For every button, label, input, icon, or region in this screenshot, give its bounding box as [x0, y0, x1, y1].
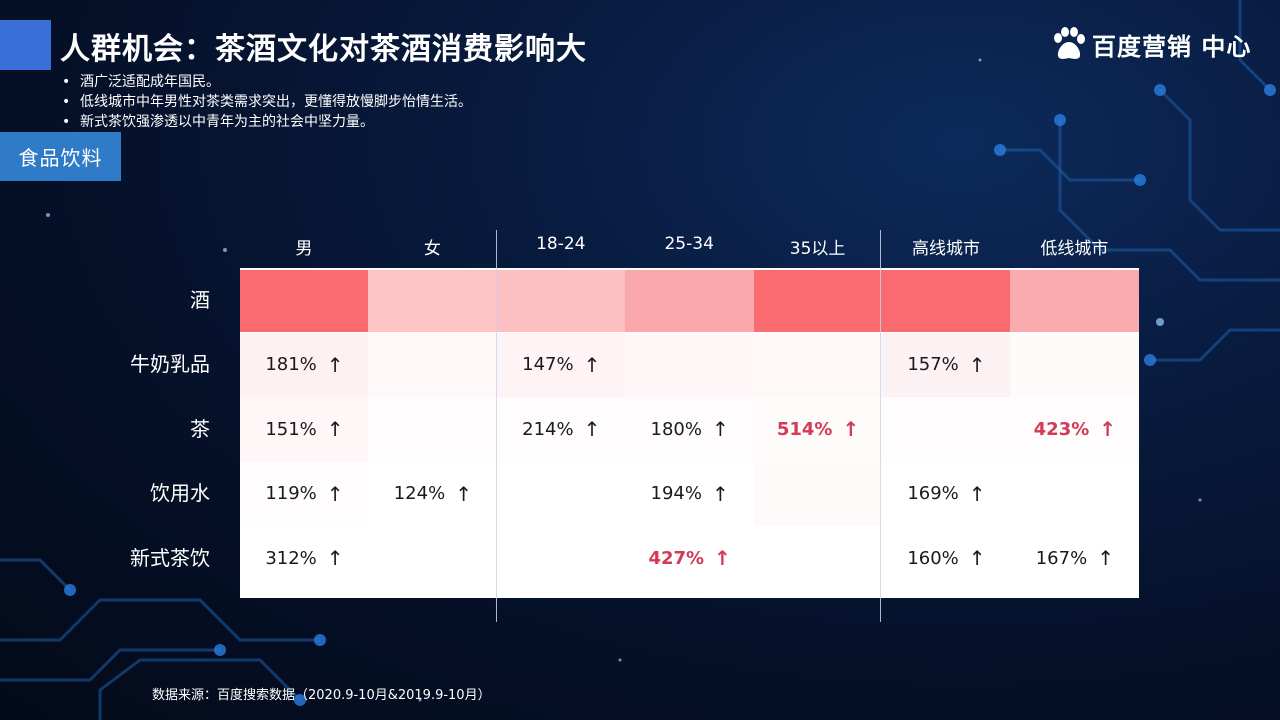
group-divider [496, 230, 497, 622]
cell-value: 157% [907, 354, 959, 376]
table-cell: 214% ↑ [496, 397, 626, 462]
up-arrow-icon: ↑ [714, 546, 731, 571]
up-arrow-icon: ↑ [711, 417, 729, 442]
cell-value: 167% [1035, 547, 1088, 569]
table-cell [368, 526, 498, 591]
cell-value: 160% [907, 547, 959, 569]
cell-value: 124% [393, 483, 446, 505]
heatmap-table: 181% ↑ 147% ↑ 157% ↑ 151% ↑ 214% ↑ 180% ↑ 514% ↑ 423% ↑… [240, 268, 1140, 598]
group-divider [880, 230, 881, 622]
paw-icon [1054, 27, 1085, 59]
table-cell [240, 270, 369, 332]
table-cell: 427% ↑ [625, 526, 755, 591]
cell-value: 147% [522, 354, 574, 376]
column-header: 35以上 [789, 239, 846, 259]
table-cell: 147% ↑ [496, 332, 626, 397]
row-label: 饮用水 [150, 481, 210, 505]
table-cell [496, 526, 626, 591]
cell-value: 312% [265, 547, 317, 569]
table-cell [1010, 270, 1140, 332]
table-cell: 423% ↑ [1010, 397, 1140, 462]
table-cell [753, 270, 883, 332]
up-arrow-icon: ↑ [326, 546, 344, 571]
cell-value: 427% [648, 547, 705, 569]
table-cell: 160% ↑ [882, 526, 1011, 591]
cell-value: 194% [650, 483, 702, 505]
up-arrow-icon: ↑ [326, 481, 344, 506]
table-cell [368, 397, 498, 462]
table-cell [882, 270, 1011, 332]
table-cell: 151% ↑ [240, 397, 369, 462]
up-arrow-icon: ↑ [968, 352, 986, 377]
column-header: 25-34 [664, 234, 714, 254]
row-label: 茶 [190, 416, 210, 441]
table-cell [368, 270, 498, 332]
up-arrow-icon: ↑ [583, 417, 601, 442]
table-cell [753, 461, 883, 526]
up-arrow-icon: ↑ [583, 352, 601, 377]
table-cell: 514% ↑ [753, 397, 883, 462]
table-cell: 194% ↑ [625, 461, 755, 526]
table-cell [625, 270, 755, 332]
up-arrow-icon: ↑ [1099, 417, 1117, 442]
table-cell [753, 332, 883, 397]
cell-value: 514% [776, 418, 833, 440]
up-arrow-icon: ↑ [326, 417, 344, 442]
cell-value: 423% [1033, 418, 1090, 440]
row-label: 酒 [190, 287, 210, 312]
up-arrow-icon: ↑ [326, 352, 344, 377]
cell-value: 169% [907, 483, 959, 505]
table-cell [882, 397, 1011, 462]
up-arrow-icon: ↑ [711, 481, 729, 506]
table-cell [496, 461, 626, 526]
table-cell: 180% ↑ [625, 397, 755, 462]
baidu-marketing-logo: 百度营销 中心 [1050, 26, 1251, 62]
up-arrow-icon: ↑ [1097, 546, 1114, 571]
table-cell: 119% ↑ [240, 461, 369, 526]
table-cell: 169% ↑ [882, 461, 1011, 526]
data-source-note: 数据来源：百度搜索数据（2020.9-10月&2019.9-10月） [152, 688, 491, 703]
table-top-border [240, 268, 1139, 270]
table-cell [1010, 332, 1140, 397]
table-cell: 181% ↑ [240, 332, 369, 397]
up-arrow-icon: ↑ [455, 481, 472, 506]
table-cell: 157% ↑ [882, 332, 1011, 397]
column-header: 高线城市 [912, 239, 980, 259]
title-accent-bar [0, 20, 51, 70]
page-title: 人群机会：茶酒文化对茶酒消费影响大 [60, 32, 587, 67]
cell-value: 214% [522, 418, 574, 440]
table-cell [753, 526, 883, 591]
logo-text: 百度营销 中心 [1092, 32, 1252, 61]
table-cell: 312% ↑ [240, 526, 369, 591]
row-label: 新式茶饮 [130, 545, 210, 570]
table-cell: 167% ↑ [1010, 526, 1140, 591]
up-arrow-icon: ↑ [842, 417, 860, 442]
up-arrow-icon: ↑ [968, 481, 986, 506]
cell-value: 180% [650, 418, 702, 440]
bullet-item: 酒广泛适配成年国民。 [62, 72, 472, 92]
cell-value: 119% [265, 483, 317, 505]
cell-value: 151% [265, 418, 317, 440]
column-header: 18-24 [536, 234, 586, 254]
table-cell [496, 270, 626, 332]
table-cell [625, 332, 755, 397]
up-arrow-icon: ↑ [968, 546, 986, 571]
column-header: 男 [295, 239, 313, 259]
row-label: 牛奶乳品 [130, 352, 210, 376]
table-cell [368, 332, 498, 397]
summary-bullets: 酒广泛适配成年国民。 低线城市中年男性对茶类需求突出，更懂得放慢脚步怡情生活。 … [62, 72, 472, 132]
category-tag: 食品饮料 [0, 132, 121, 181]
table-cell: 124% ↑ [368, 461, 498, 526]
bullet-item: 低线城市中年男性对茶类需求突出，更懂得放慢脚步怡情生活。 [62, 92, 472, 112]
column-header: 女 [423, 239, 441, 259]
table-cell [1010, 461, 1140, 526]
bullet-item: 新式茶饮强渗透以中青年为主的社会中坚力量。 [62, 112, 472, 132]
column-header: 低线城市 [1040, 239, 1109, 259]
cell-value: 181% [265, 354, 317, 376]
